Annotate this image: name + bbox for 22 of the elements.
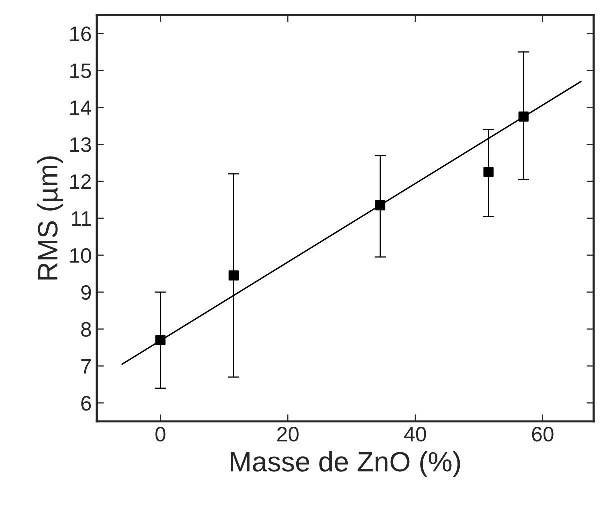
y-tick-label: 7 bbox=[82, 359, 92, 374]
y-tick-label: 11 bbox=[72, 212, 92, 226]
x-tick-label: 20 bbox=[278, 427, 299, 442]
y-axis-title: RMS (µm) bbox=[37, 156, 64, 280]
y-tick-label: 6 bbox=[82, 396, 92, 411]
y-tick-label: 15 bbox=[70, 64, 92, 78]
y-tick-label: 10 bbox=[70, 248, 92, 264]
x-tick-label: 0 bbox=[156, 427, 166, 442]
point bbox=[518, 112, 529, 122]
point bbox=[228, 270, 240, 281]
point bbox=[156, 335, 166, 346]
point bbox=[484, 167, 494, 178]
y-tick-label: 12 bbox=[70, 174, 92, 190]
point bbox=[375, 200, 386, 211]
x-axis-title: Masse de ZnO (%) bbox=[231, 451, 460, 478]
y-tick-label: 14 bbox=[70, 100, 92, 116]
x-tick-label: 60 bbox=[532, 427, 554, 442]
y-tick-label: 9 bbox=[81, 285, 92, 300]
y-tick-label: 16 bbox=[70, 26, 92, 42]
x-tick-label: 40 bbox=[404, 427, 426, 442]
y-tick-label: 13 bbox=[70, 138, 92, 152]
y-tick-label: 8 bbox=[81, 322, 92, 338]
